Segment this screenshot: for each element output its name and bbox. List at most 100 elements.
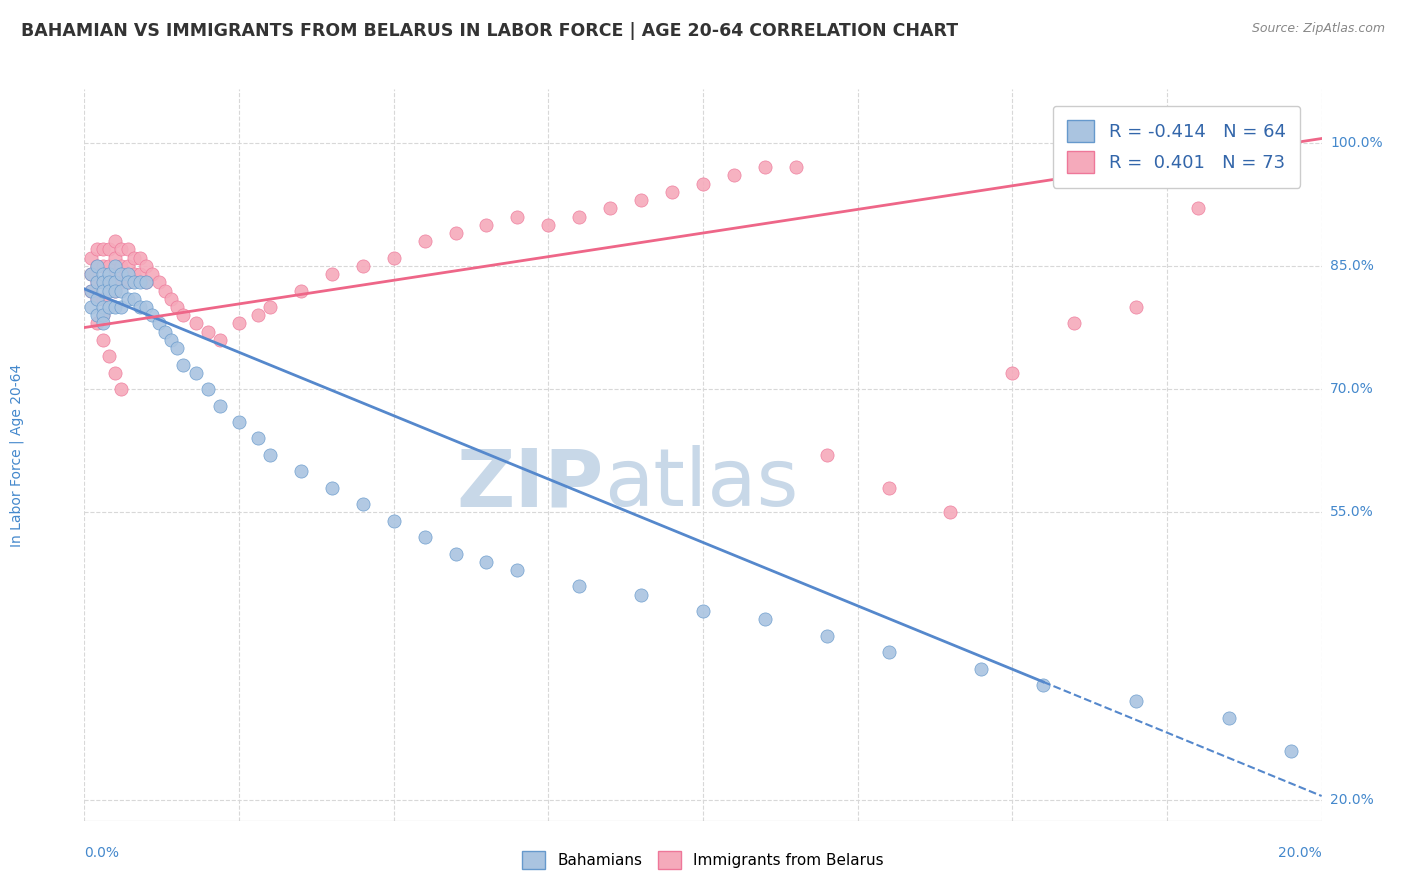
- Point: [321, 267, 343, 281]
- Point: [148, 276, 170, 290]
- Point: [104, 267, 127, 281]
- Point: [129, 251, 152, 265]
- Point: [79, 284, 101, 298]
- Point: [86, 259, 108, 273]
- Point: [122, 276, 145, 290]
- Point: [91, 276, 114, 290]
- Point: [1279, 744, 1302, 758]
- Point: [79, 284, 101, 298]
- Point: [1187, 202, 1209, 216]
- Point: [117, 243, 139, 257]
- Point: [444, 547, 467, 561]
- Point: [98, 300, 121, 314]
- Point: [166, 300, 188, 314]
- Point: [104, 234, 127, 248]
- Point: [153, 284, 176, 298]
- Point: [122, 251, 145, 265]
- Point: [815, 448, 838, 462]
- Point: [122, 292, 145, 306]
- Point: [110, 276, 132, 290]
- Point: [79, 251, 101, 265]
- Point: [86, 317, 108, 331]
- Point: [228, 317, 250, 331]
- Point: [104, 300, 127, 314]
- Point: [122, 267, 145, 281]
- Point: [117, 276, 139, 290]
- Point: [723, 169, 745, 183]
- Point: [117, 259, 139, 273]
- Text: 0.0%: 0.0%: [84, 846, 120, 860]
- Point: [79, 267, 101, 281]
- Point: [246, 432, 269, 446]
- Point: [754, 612, 776, 626]
- Point: [91, 243, 114, 257]
- Point: [91, 284, 114, 298]
- Point: [91, 259, 114, 273]
- Point: [104, 259, 127, 273]
- Point: [1218, 711, 1240, 725]
- Legend: R = -0.414   N = 64, R =  0.401   N = 73: R = -0.414 N = 64, R = 0.401 N = 73: [1053, 105, 1301, 187]
- Point: [135, 300, 157, 314]
- Point: [209, 333, 232, 347]
- Text: 20.0%: 20.0%: [1330, 793, 1374, 807]
- Point: [692, 177, 714, 191]
- Point: [91, 317, 114, 331]
- Point: [413, 234, 436, 248]
- Point: [117, 292, 139, 306]
- Point: [1063, 317, 1085, 331]
- Text: 70.0%: 70.0%: [1330, 382, 1374, 396]
- Point: [110, 284, 132, 298]
- Point: [129, 276, 152, 290]
- Text: Source: ZipAtlas.com: Source: ZipAtlas.com: [1251, 22, 1385, 36]
- Point: [86, 308, 108, 322]
- Point: [630, 193, 652, 207]
- Point: [166, 341, 188, 355]
- Point: [815, 629, 838, 643]
- Text: BAHAMIAN VS IMMIGRANTS FROM BELARUS IN LABOR FORCE | AGE 20-64 CORRELATION CHART: BAHAMIAN VS IMMIGRANTS FROM BELARUS IN L…: [21, 22, 959, 40]
- Text: 85.0%: 85.0%: [1330, 259, 1374, 273]
- Point: [209, 399, 232, 413]
- Point: [79, 300, 101, 314]
- Point: [86, 243, 108, 257]
- Point: [160, 333, 183, 347]
- Point: [1125, 694, 1147, 708]
- Point: [444, 226, 467, 240]
- Point: [321, 481, 343, 495]
- Point: [141, 308, 163, 322]
- Text: 100.0%: 100.0%: [1330, 136, 1382, 150]
- Point: [135, 276, 157, 290]
- Point: [568, 579, 591, 593]
- Point: [1032, 678, 1054, 692]
- Point: [877, 481, 900, 495]
- Point: [568, 210, 591, 224]
- Point: [98, 276, 121, 290]
- Point: [506, 563, 529, 577]
- Point: [290, 464, 312, 478]
- Point: [110, 259, 132, 273]
- Point: [129, 300, 152, 314]
- Point: [91, 308, 114, 322]
- Point: [259, 448, 281, 462]
- Point: [1001, 366, 1024, 380]
- Point: [98, 267, 121, 281]
- Point: [184, 317, 207, 331]
- Point: [104, 284, 127, 298]
- Point: [98, 243, 121, 257]
- Point: [110, 243, 132, 257]
- Point: [135, 276, 157, 290]
- Point: [939, 505, 962, 519]
- Point: [110, 382, 132, 396]
- Point: [599, 202, 621, 216]
- Point: [91, 333, 114, 347]
- Point: [197, 325, 219, 339]
- Point: [104, 276, 127, 290]
- Point: [110, 300, 132, 314]
- Text: 20.0%: 20.0%: [1278, 846, 1322, 860]
- Point: [79, 267, 101, 281]
- Point: [104, 251, 127, 265]
- Point: [970, 662, 993, 676]
- Point: [877, 645, 900, 659]
- Point: [91, 300, 114, 314]
- Point: [475, 218, 498, 232]
- Point: [785, 161, 807, 175]
